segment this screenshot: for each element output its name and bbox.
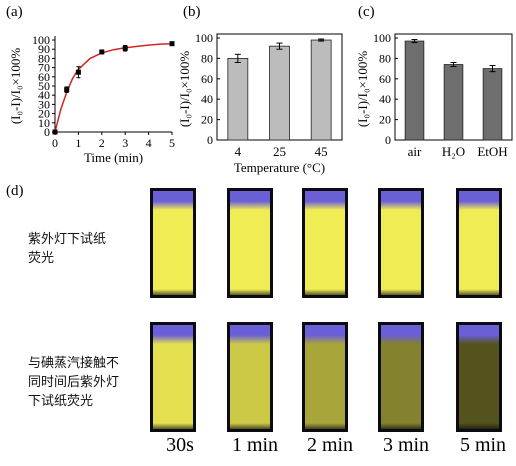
x-tick-label: 3 [122, 136, 128, 150]
y-tick-label: 50 [38, 79, 50, 93]
y-axis-label: (I₀-I)/I₀×100% [177, 51, 192, 127]
y-tick-label: 30 [38, 97, 50, 111]
y-tick-label: 0 [44, 125, 50, 139]
y-tick-label: 60 [38, 70, 50, 84]
panel-d-label: (d) [6, 183, 24, 199]
panel-c-label: (c) [358, 4, 375, 20]
x-tick-label: air [408, 144, 422, 159]
panel-a-label: (a) [6, 4, 23, 20]
time-label: 1 min [231, 434, 279, 456]
y-tick-label: 100 [195, 31, 213, 45]
x-tick-label: 4 [146, 136, 152, 150]
x-tick-label: EtOH [477, 144, 507, 159]
y-tick-label: 60 [379, 72, 391, 86]
time-label: 3 min [382, 434, 430, 456]
x-tick-label: 1 [75, 136, 81, 150]
x-tick-label: 5 [169, 136, 175, 150]
exposed-paper-strip [456, 322, 502, 432]
y-tick-label: 20 [379, 113, 391, 127]
time-label: 5 min [459, 434, 507, 456]
uv-paper-strip [227, 188, 273, 298]
data-point [169, 41, 175, 47]
y-tick-label: 40 [201, 92, 213, 106]
time-label: 30s [166, 434, 194, 456]
data-point [99, 49, 105, 55]
x-tick-label: 45 [315, 144, 328, 159]
row2-caption-line: 下试纸荧光 [28, 394, 94, 409]
y-tick-label: 20 [201, 113, 213, 127]
x-tick-label: H₂O [442, 144, 465, 159]
bar [227, 58, 249, 141]
data-point [52, 129, 58, 135]
data-point [64, 87, 70, 93]
fit-curve [54, 42, 173, 133]
x-axis-label: Time (min) [84, 150, 143, 165]
exposed-paper-strip [302, 322, 348, 432]
y-tick-label: 80 [38, 51, 50, 65]
y-tick-label: 70 [38, 61, 50, 75]
bar [443, 64, 464, 141]
y-tick-label: 90 [38, 42, 50, 56]
bar [482, 68, 503, 141]
exposed-paper-strip [227, 322, 273, 432]
row2-caption: 与碘蒸汽接触不 同时间后紫外灯 下试纸荧光 [28, 354, 119, 411]
y-tick-label: 0 [207, 133, 213, 147]
time-label: 2 min [306, 434, 354, 456]
x-tick-label: 4 [235, 144, 242, 159]
uv-paper-strip [150, 188, 196, 298]
x-tick-label: 2 [99, 136, 105, 150]
bar [310, 39, 332, 141]
y-tick-label: 60 [201, 72, 213, 86]
row1-caption-line: 紫外灯下试纸 [28, 232, 107, 247]
data-point [122, 45, 128, 51]
data-point [75, 69, 81, 75]
y-tick-label: 40 [38, 88, 50, 102]
exposed-paper-strip [150, 322, 196, 432]
y-axis-label: (I₀-I)/I₀×100% [8, 48, 23, 124]
bar [269, 45, 290, 141]
panel-b-label: (b) [183, 4, 201, 20]
x-tick-label: 0 [52, 136, 58, 150]
row2-caption-line: 同时间后紫外灯 [28, 375, 120, 390]
y-axis-label: (I₀-I)/I₀×100% [355, 51, 370, 127]
y-tick-label: 0 [385, 133, 391, 147]
exposed-paper-strip [378, 322, 424, 432]
row1-caption: 紫外灯下试纸 荧光 [28, 230, 106, 268]
y-tick-label: 20 [38, 107, 50, 121]
y-tick-label: 100 [373, 31, 391, 45]
y-tick-label: 100 [32, 33, 50, 47]
x-axis-label: Temperature (°C) [234, 160, 325, 175]
row2-caption-line: 与碘蒸汽接触不 [28, 356, 120, 371]
y-tick-label: 40 [379, 92, 391, 106]
uv-paper-strip [456, 188, 502, 298]
uv-paper-strip [302, 188, 348, 298]
y-tick-label: 80 [379, 51, 391, 65]
bar [404, 40, 425, 141]
row1-caption-line: 荧光 [28, 251, 55, 266]
chart-c: 0 20 40 60 80 100 air H₂O EtOH (I₀-I)/I₀×100% [355, 31, 513, 159]
uv-paper-strip [378, 188, 424, 298]
y-tick-label: 80 [201, 51, 213, 65]
x-tick-label: 25 [273, 144, 286, 159]
y-tick-label: 10 [38, 116, 50, 130]
